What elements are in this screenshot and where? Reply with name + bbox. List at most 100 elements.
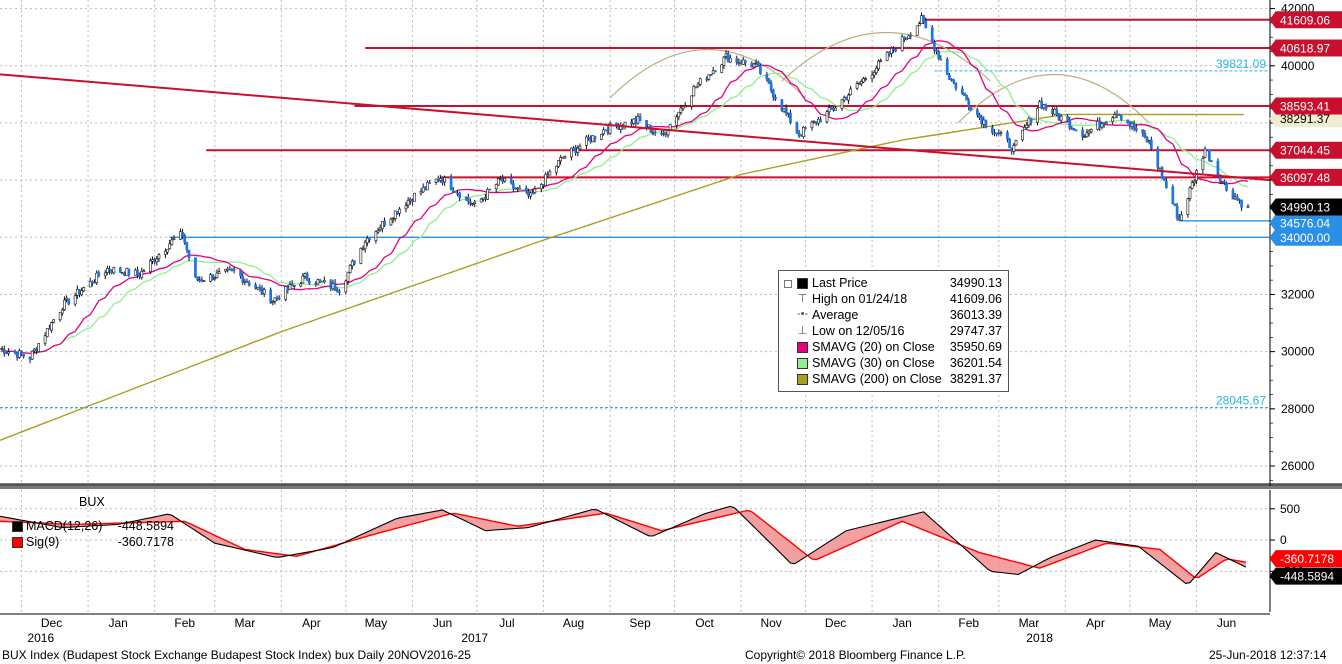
- candle: [232, 266, 236, 274]
- candle: [1074, 129, 1078, 132]
- candle: [600, 133, 603, 141]
- candle: [737, 58, 741, 67]
- sma30-path: [0, 50, 1249, 355]
- candle: [707, 74, 711, 81]
- candle: [125, 267, 129, 276]
- candle: [247, 280, 251, 287]
- candle: [744, 59, 747, 67]
- candle: [875, 65, 878, 75]
- candle: [855, 80, 859, 91]
- candle: [185, 241, 189, 253]
- candle: [1246, 204, 1250, 208]
- candle: [840, 99, 844, 112]
- candle: [765, 71, 769, 82]
- candle: [1162, 176, 1166, 181]
- candle: [245, 278, 249, 283]
- arc-head: [781, 32, 991, 82]
- candle: [679, 104, 683, 115]
- candle: [720, 64, 724, 74]
- price-tick-label: 32000: [1281, 287, 1315, 301]
- candle: [945, 57, 949, 76]
- candle: [466, 193, 470, 205]
- footer-instrument: BUX Index (Budapest Stock Exchange Budap…: [2, 648, 471, 662]
- flag-34990.13: 34990.13: [1269, 198, 1342, 216]
- candle: [30, 350, 34, 361]
- candle: [318, 278, 322, 283]
- legend-row: -•- Average 36013.39: [779, 308, 1008, 324]
- candle: [404, 201, 408, 213]
- legend-row: ⊥ Low on 12/05/16 29747.37: [779, 324, 1008, 340]
- candle: [140, 267, 144, 280]
- candle: [1158, 167, 1162, 170]
- pattern-arcs: [609, 32, 1150, 124]
- candle: [1210, 160, 1213, 162]
- candle: [413, 192, 416, 202]
- macd-swatch: [12, 521, 23, 532]
- candle: [305, 271, 309, 282]
- candle: [915, 25, 919, 36]
- macd-panel: [0, 505, 1247, 584]
- candle: [202, 280, 206, 282]
- candle: [722, 56, 726, 70]
- flag-37044.45-label: 37044.45: [1280, 144, 1330, 158]
- candle: [965, 94, 968, 101]
- month-label: Nov: [760, 616, 781, 630]
- candle: [458, 191, 462, 202]
- legend-glyph-icon: ⊥: [797, 325, 808, 337]
- candle: [488, 188, 492, 191]
- candle: [142, 268, 146, 273]
- candle: [1223, 179, 1226, 186]
- candle: [576, 145, 580, 157]
- month-label: Jan: [892, 616, 911, 630]
- candle: [1126, 119, 1130, 124]
- candle: [1216, 158, 1220, 178]
- legend-toggle-icon[interactable]: [784, 280, 792, 288]
- candle: [885, 51, 889, 62]
- macd-line: [0, 505, 1247, 584]
- macd-tick-label: 0: [1280, 533, 1287, 547]
- candle: [37, 343, 41, 352]
- candle: [1173, 203, 1177, 207]
- candle: [88, 277, 92, 288]
- year-label: 2017: [461, 631, 488, 645]
- candle: [638, 113, 642, 122]
- candle: [454, 191, 457, 193]
- legend-value: 41609.06: [949, 292, 1002, 306]
- candle: [681, 105, 685, 111]
- candle: [213, 276, 217, 281]
- candle: [1089, 128, 1093, 134]
- candle: [847, 93, 850, 104]
- candle: [870, 71, 874, 83]
- candle: [333, 279, 337, 291]
- month-label: Mar: [235, 616, 256, 630]
- candle: [1055, 106, 1059, 117]
- candle: [696, 81, 700, 88]
- month-labels: Dec Jan Feb Mar Apr May Jun Jul Aug Sep Oct Nov Dec J…: [27, 616, 1236, 645]
- candle: [827, 104, 831, 116]
- candle: [344, 279, 348, 294]
- candle: [548, 169, 552, 176]
- candle: [469, 198, 472, 207]
- candle: [909, 32, 913, 40]
- legend-value: 29747.37: [949, 324, 1002, 338]
- candle: [170, 236, 174, 246]
- candle: [905, 37, 908, 41]
- month-label: Aug: [563, 616, 584, 630]
- candle: [486, 187, 489, 200]
- candle: [900, 34, 904, 52]
- candle: [1141, 129, 1145, 137]
- candle: [531, 189, 535, 195]
- candle: [348, 264, 352, 274]
- candle: [844, 96, 848, 101]
- candle: [1188, 186, 1192, 202]
- candle: [789, 109, 792, 125]
- candle: [1025, 122, 1029, 130]
- candle: [924, 17, 928, 29]
- candle: [937, 49, 941, 60]
- candle: [935, 48, 938, 55]
- candle: [771, 88, 775, 101]
- candle: [967, 97, 971, 111]
- legend-name: SMAVG (20) on Close: [812, 340, 935, 354]
- month-label: Jun: [1217, 616, 1236, 630]
- candle: [862, 77, 865, 84]
